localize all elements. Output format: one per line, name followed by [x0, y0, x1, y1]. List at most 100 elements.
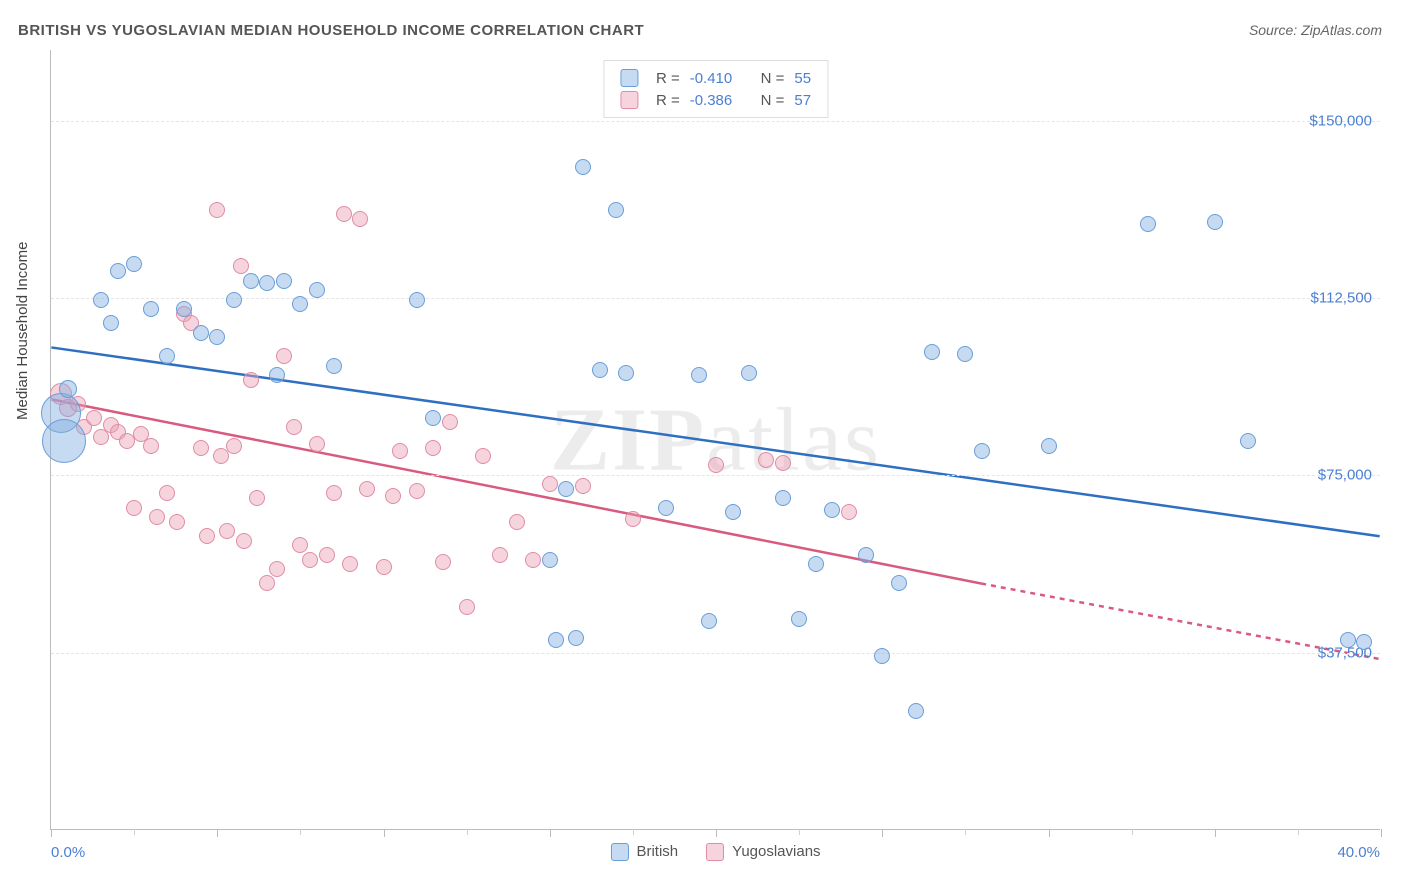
chart-title: BRITISH VS YUGOSLAVIAN MEDIAN HOUSEHOLD …	[18, 22, 644, 39]
bubble-yugoslavians	[525, 552, 541, 568]
legend-row-yugoslavians: R = -0.386 N = 57	[620, 89, 811, 111]
bubble-yugoslavians	[143, 438, 159, 454]
y-tick-label: $75,000	[1318, 467, 1372, 484]
gridline-h	[51, 475, 1380, 476]
bubble-british	[326, 358, 342, 374]
bubble-yugoslavians	[442, 414, 458, 430]
x-tick-major	[217, 829, 218, 837]
bubble-yugoslavians	[286, 419, 302, 435]
gridline-h	[51, 121, 1380, 122]
legend-item-british: British	[610, 843, 678, 861]
bubble-yugoslavians	[336, 206, 352, 222]
x-tick-major	[1215, 829, 1216, 837]
bubble-yugoslavians	[249, 490, 265, 506]
legend-row-british: R = -0.410 N = 55	[620, 67, 811, 89]
bubble-british	[193, 325, 209, 341]
bubble-british	[243, 273, 259, 289]
bubble-yugoslavians	[169, 514, 185, 530]
bubble-yugoslavians	[326, 485, 342, 501]
bubble-british	[276, 273, 292, 289]
bubble-british	[824, 502, 840, 518]
legend-british-r: -0.410	[690, 70, 733, 87]
bubble-british	[725, 504, 741, 520]
bubble-british	[1207, 214, 1223, 230]
bubble-yugoslavians	[492, 547, 508, 563]
trendlines-svg	[51, 50, 1380, 829]
bubble-british	[924, 344, 940, 360]
bubble-british	[618, 365, 634, 381]
bubble-british	[103, 315, 119, 331]
x-tick-major	[384, 829, 385, 837]
bubble-yugoslavians	[219, 523, 235, 539]
bubble-british	[558, 481, 574, 497]
x-tick-minor	[1298, 829, 1299, 835]
gridline-h	[51, 298, 1380, 299]
bubble-yugoslavians	[392, 443, 408, 459]
bubble-british	[425, 410, 441, 426]
x-tick-major	[51, 829, 52, 837]
bubble-british	[93, 292, 109, 308]
bubble-yugoslavians	[193, 440, 209, 456]
x-tick-major	[716, 829, 717, 837]
bubble-yugoslavians	[236, 533, 252, 549]
gridline-h	[51, 653, 1380, 654]
x-axis-min-label: 0.0%	[51, 844, 85, 861]
legend-item-yugoslavians: Yugoslavians	[706, 843, 820, 861]
legend-correlation: R = -0.410 N = 55 R = -0.386 N = 57	[603, 60, 828, 118]
x-tick-minor	[633, 829, 634, 835]
bubble-yugoslavians	[302, 552, 318, 568]
x-tick-minor	[799, 829, 800, 835]
bubble-british	[808, 556, 824, 572]
bubble-british	[110, 263, 126, 279]
bubble-yugoslavians	[625, 511, 641, 527]
bubble-british	[891, 575, 907, 591]
bubble-yugoslavians	[292, 537, 308, 553]
bubble-british	[1041, 438, 1057, 454]
bubble-british	[269, 367, 285, 383]
legend-n-label: N =	[761, 92, 785, 109]
bubble-british	[59, 380, 77, 398]
legend-yugoslavians-n: 57	[794, 92, 811, 109]
bubble-yugoslavians	[276, 348, 292, 364]
legend-british-n: 55	[794, 70, 811, 87]
swatch-yugoslavians	[706, 843, 724, 861]
bubble-british	[592, 362, 608, 378]
bubble-yugoslavians	[226, 438, 242, 454]
bubble-yugoslavians	[149, 509, 165, 525]
bubble-yugoslavians	[86, 410, 102, 426]
y-tick-label: $112,500	[1311, 290, 1372, 307]
bubble-british	[548, 632, 564, 648]
swatch-yugoslavians	[620, 91, 638, 109]
bubble-british	[691, 367, 707, 383]
bubble-british	[608, 202, 624, 218]
x-tick-minor	[300, 829, 301, 835]
bubble-yugoslavians	[775, 455, 791, 471]
bubble-british	[1240, 433, 1256, 449]
bubble-yugoslavians	[259, 575, 275, 591]
x-tick-minor	[1132, 829, 1133, 835]
bubble-british	[1140, 216, 1156, 232]
legend-yugoslavians-r: -0.386	[690, 92, 733, 109]
bubble-british	[226, 292, 242, 308]
bubble-british	[741, 365, 757, 381]
bubble-yugoslavians	[269, 561, 285, 577]
bubble-british	[858, 547, 874, 563]
bubble-british	[176, 301, 192, 317]
bubble-british	[542, 552, 558, 568]
legend-r-label: R =	[656, 92, 680, 109]
bubble-british	[575, 159, 591, 175]
bubble-yugoslavians	[233, 258, 249, 274]
bubble-yugoslavians	[309, 436, 325, 452]
bubble-yugoslavians	[126, 500, 142, 516]
bubble-british	[908, 703, 924, 719]
bubble-yugoslavians	[575, 478, 591, 494]
bubble-yugoslavians	[425, 440, 441, 456]
bubble-yugoslavians	[509, 514, 525, 530]
bubble-yugoslavians	[542, 476, 558, 492]
y-axis-label: Median Household Income	[14, 242, 31, 420]
legend-british-label: British	[636, 843, 678, 860]
legend-n-label: N =	[761, 70, 785, 87]
x-tick-major	[882, 829, 883, 837]
bubble-yugoslavians	[376, 559, 392, 575]
bubble-british	[1356, 634, 1372, 650]
